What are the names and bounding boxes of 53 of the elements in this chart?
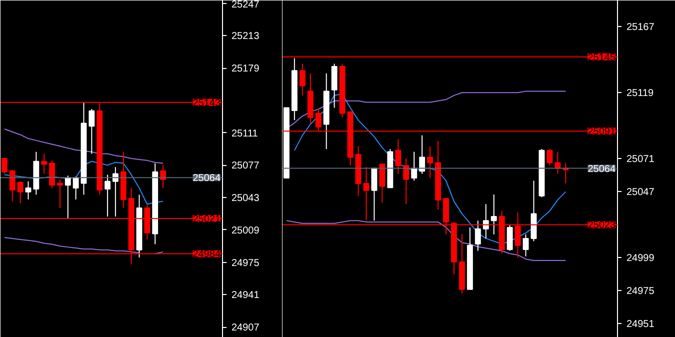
y-tick-label: 25111: [232, 128, 258, 140]
candlestick: [88, 108, 95, 154]
candlestick: [2, 158, 8, 174]
y-tick-label: 24975: [626, 286, 655, 298]
candlestick: [64, 175, 71, 220]
candlestick: [427, 146, 434, 178]
candlestick: [379, 164, 386, 204]
y-tick-label: 24941: [232, 290, 260, 302]
y-tick-label: 25247: [232, 0, 260, 10]
candlestick: [474, 220, 481, 252]
candlestick: [363, 166, 370, 222]
candlestick: [49, 160, 55, 189]
line-series: [4, 128, 164, 164]
candlestick: [419, 134, 426, 174]
candlestick: [331, 63, 338, 108]
candlestick: [25, 180, 32, 200]
candlestick: [104, 174, 110, 218]
candlestick: [72, 176, 79, 200]
ref-line-label: 25143: [192, 98, 221, 109]
candlestick: [522, 234, 529, 257]
candlestick: [160, 164, 166, 189]
candlestick: [395, 138, 402, 174]
y-tick-label: 25213: [232, 31, 260, 42]
line-series: [286, 220, 566, 261]
ref-line-label: 25023: [588, 220, 616, 232]
candlestick: [411, 151, 418, 182]
y-tick-label: 25119: [626, 88, 654, 100]
ref-line-label: 25021: [192, 214, 221, 226]
candlestick: [403, 158, 410, 205]
ref-line-label: 25064: [192, 173, 221, 184]
y-tick-label: 25009: [232, 225, 260, 236]
line-series: [4, 160, 164, 205]
candlestick: [9, 169, 16, 202]
y-tick-label: 25179: [232, 64, 260, 75]
y-tick-label: 25077: [232, 160, 260, 172]
candlestick: [482, 204, 489, 239]
y-tick-label: 25047: [626, 187, 655, 198]
ref-line-label: 24984: [192, 249, 221, 260]
ref-line-label: 25145: [588, 52, 616, 64]
y-tick-label: 24951: [626, 319, 655, 330]
candlestick: [490, 194, 497, 235]
y-tick-label: 25071: [626, 154, 655, 166]
candlestick: [546, 148, 553, 166]
y-tick-label: 24907: [232, 322, 260, 334]
y-tick-label: 25167: [626, 22, 655, 34]
y-tick-label: 24999: [626, 253, 655, 264]
y-tick-label: 25043: [232, 193, 260, 204]
candlestick: [506, 224, 513, 252]
y-tick-label: 24975: [232, 258, 260, 269]
candlestick: [17, 180, 24, 204]
candlestick: [299, 63, 306, 96]
candlestick: [57, 178, 63, 209]
candlestick: [41, 153, 48, 174]
